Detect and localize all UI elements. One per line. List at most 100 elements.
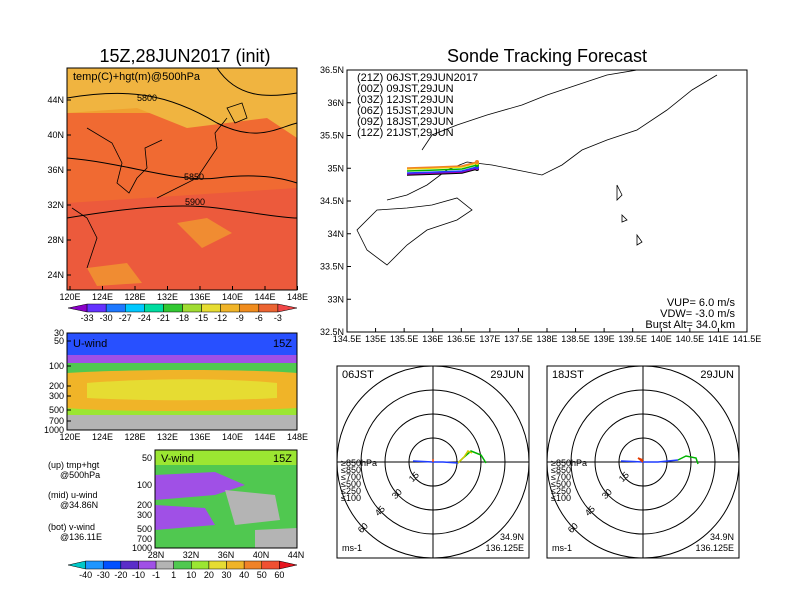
temp-scale-label: -6 [255,313,263,323]
wind-colorbar-box [85,560,104,570]
temp-colorbar-box [144,303,164,313]
track-legend-entry: (03Z) 12JST,29JUN [357,94,454,106]
wind-scale-label: 30 [222,570,232,580]
wind-scale-label: 20 [204,570,214,580]
temp-scale-label: -18 [176,313,189,323]
temp-colorbar-box [105,303,126,313]
polar_left-level-label: ≤100 [341,493,361,503]
track-lon-label: 136.5E [447,334,476,344]
lon-tick-label: 148E [287,292,308,302]
lon-tick-label: 124E [92,292,113,302]
temp-band-cool [67,68,297,138]
vwind-lat-label: 36N [218,550,235,560]
uwind-band-3 [67,363,297,373]
track-lon-label: 135.5E [390,334,419,344]
temp-scale-label: -3 [274,313,282,323]
sonde-param: Burst Alt= 34.0 km [645,319,735,331]
polar_right-time: 18JST [552,369,584,381]
contour-5800 [66,92,298,134]
contour-extra [216,67,298,96]
wind-scale-label: 1 [171,570,176,580]
temp-colorbar-box [258,303,279,313]
temp-patch-2 [87,263,142,286]
temp-scale-label: -30 [100,313,113,323]
track-legend-entry: (21Z) 06JST,29JUN2017 [357,72,478,84]
temp-colorbar-box [182,303,202,313]
vwind-band-top [155,450,297,465]
polar_left-level-label: ≤700 [341,472,361,482]
vwind-p-label: 200 [137,500,152,510]
wind-colorbar-box [120,560,139,570]
track-legend-entry: (09Z) 18JST,29JUN [357,116,454,128]
track-lon-label: 137.5E [504,334,533,344]
polar_left-level-label: ≤250 [341,486,361,496]
uwind-band-top [67,333,297,355]
temp-colorbar-box [67,303,88,313]
wind-colorbar-box [67,560,86,570]
uwind-p-label: 30 [54,328,64,338]
polar_right-level-label: ≥850hPa [551,458,587,468]
track-lon-label: 140E [651,334,672,344]
uwind-band-bottom [67,415,297,430]
lon-tick-label: 140E [222,292,243,302]
track-line [406,162,478,170]
wind-scale-label: -20 [114,570,127,580]
wind-scale-label: -40 [79,570,92,580]
temp-colorbar-box [239,303,260,313]
uwind-p-label: 500 [49,405,64,415]
polar_right-unit: ms-1 [552,543,572,553]
wind-scale-label: 50 [257,570,267,580]
coast-kii-shikoku [356,197,473,266]
vwind-lat-label: 44N [288,550,305,560]
polar_left-lat: 34.9N [500,532,524,542]
vwind-p-label: 500 [137,524,152,534]
coast-china [71,207,98,269]
track-line [406,167,478,175]
wind-scale-label: -30 [97,570,110,580]
island-2 [621,214,628,223]
lon-tick-label: 136E [189,292,210,302]
track-line [406,164,478,172]
track-lon-label: 141.5E [733,334,762,344]
polar_right-hodograph-segment [677,455,699,465]
contour-label-5800: 5800 [137,93,157,103]
vwind-patch-3 [225,490,280,525]
track-lon-label: 137E [479,334,500,344]
wind-colorbar-box [155,560,174,570]
track-lon-label: 139E [594,334,615,344]
wind-scale-label: 40 [239,570,249,580]
vwind-patch-2 [155,505,215,530]
track-line [406,168,478,176]
wind-colorbar-box [191,560,210,570]
coast-hokkaido [226,102,248,124]
lat-tick-label: 24N [47,270,64,280]
polar_left-lon: 136.125E [485,543,524,553]
track-legend-entry: (00Z) 09JST,29JUN [357,83,454,95]
temp-scale-label: -9 [236,313,244,323]
polar_right-level-label: ≤250 [551,486,571,496]
island-3 [636,233,643,246]
temp-scale-label: -21 [157,313,170,323]
contour-label-5850: 5850 [184,172,204,182]
temp-scale-label: -12 [214,313,227,323]
note-line: @500hPa [60,470,100,480]
lat-tick-label: 36N [47,165,64,175]
track-map-bg [346,69,748,333]
note-line: @34.86N [60,500,98,510]
uwind-lon-label: 120E [59,432,80,442]
left-title: 15Z,28JUN2017 (init) [99,46,270,66]
track-line [406,166,478,174]
coast-honshu-south [386,74,718,201]
track-lat-label: 34.5N [320,196,344,206]
polar_left-hodograph-segment [457,450,473,464]
wind-colorbar-box [226,560,245,570]
uwind-p-label: 1000 [44,425,64,435]
track-lon-label: 138.5E [561,334,590,344]
polar_left-date: 29JUN [490,369,524,381]
track-lat-label: 36.5N [320,65,344,75]
track-lon-label: 134.5E [333,334,362,344]
track-line [406,161,478,169]
coast-japan [156,117,228,199]
temp-colorbar-box [125,303,145,313]
